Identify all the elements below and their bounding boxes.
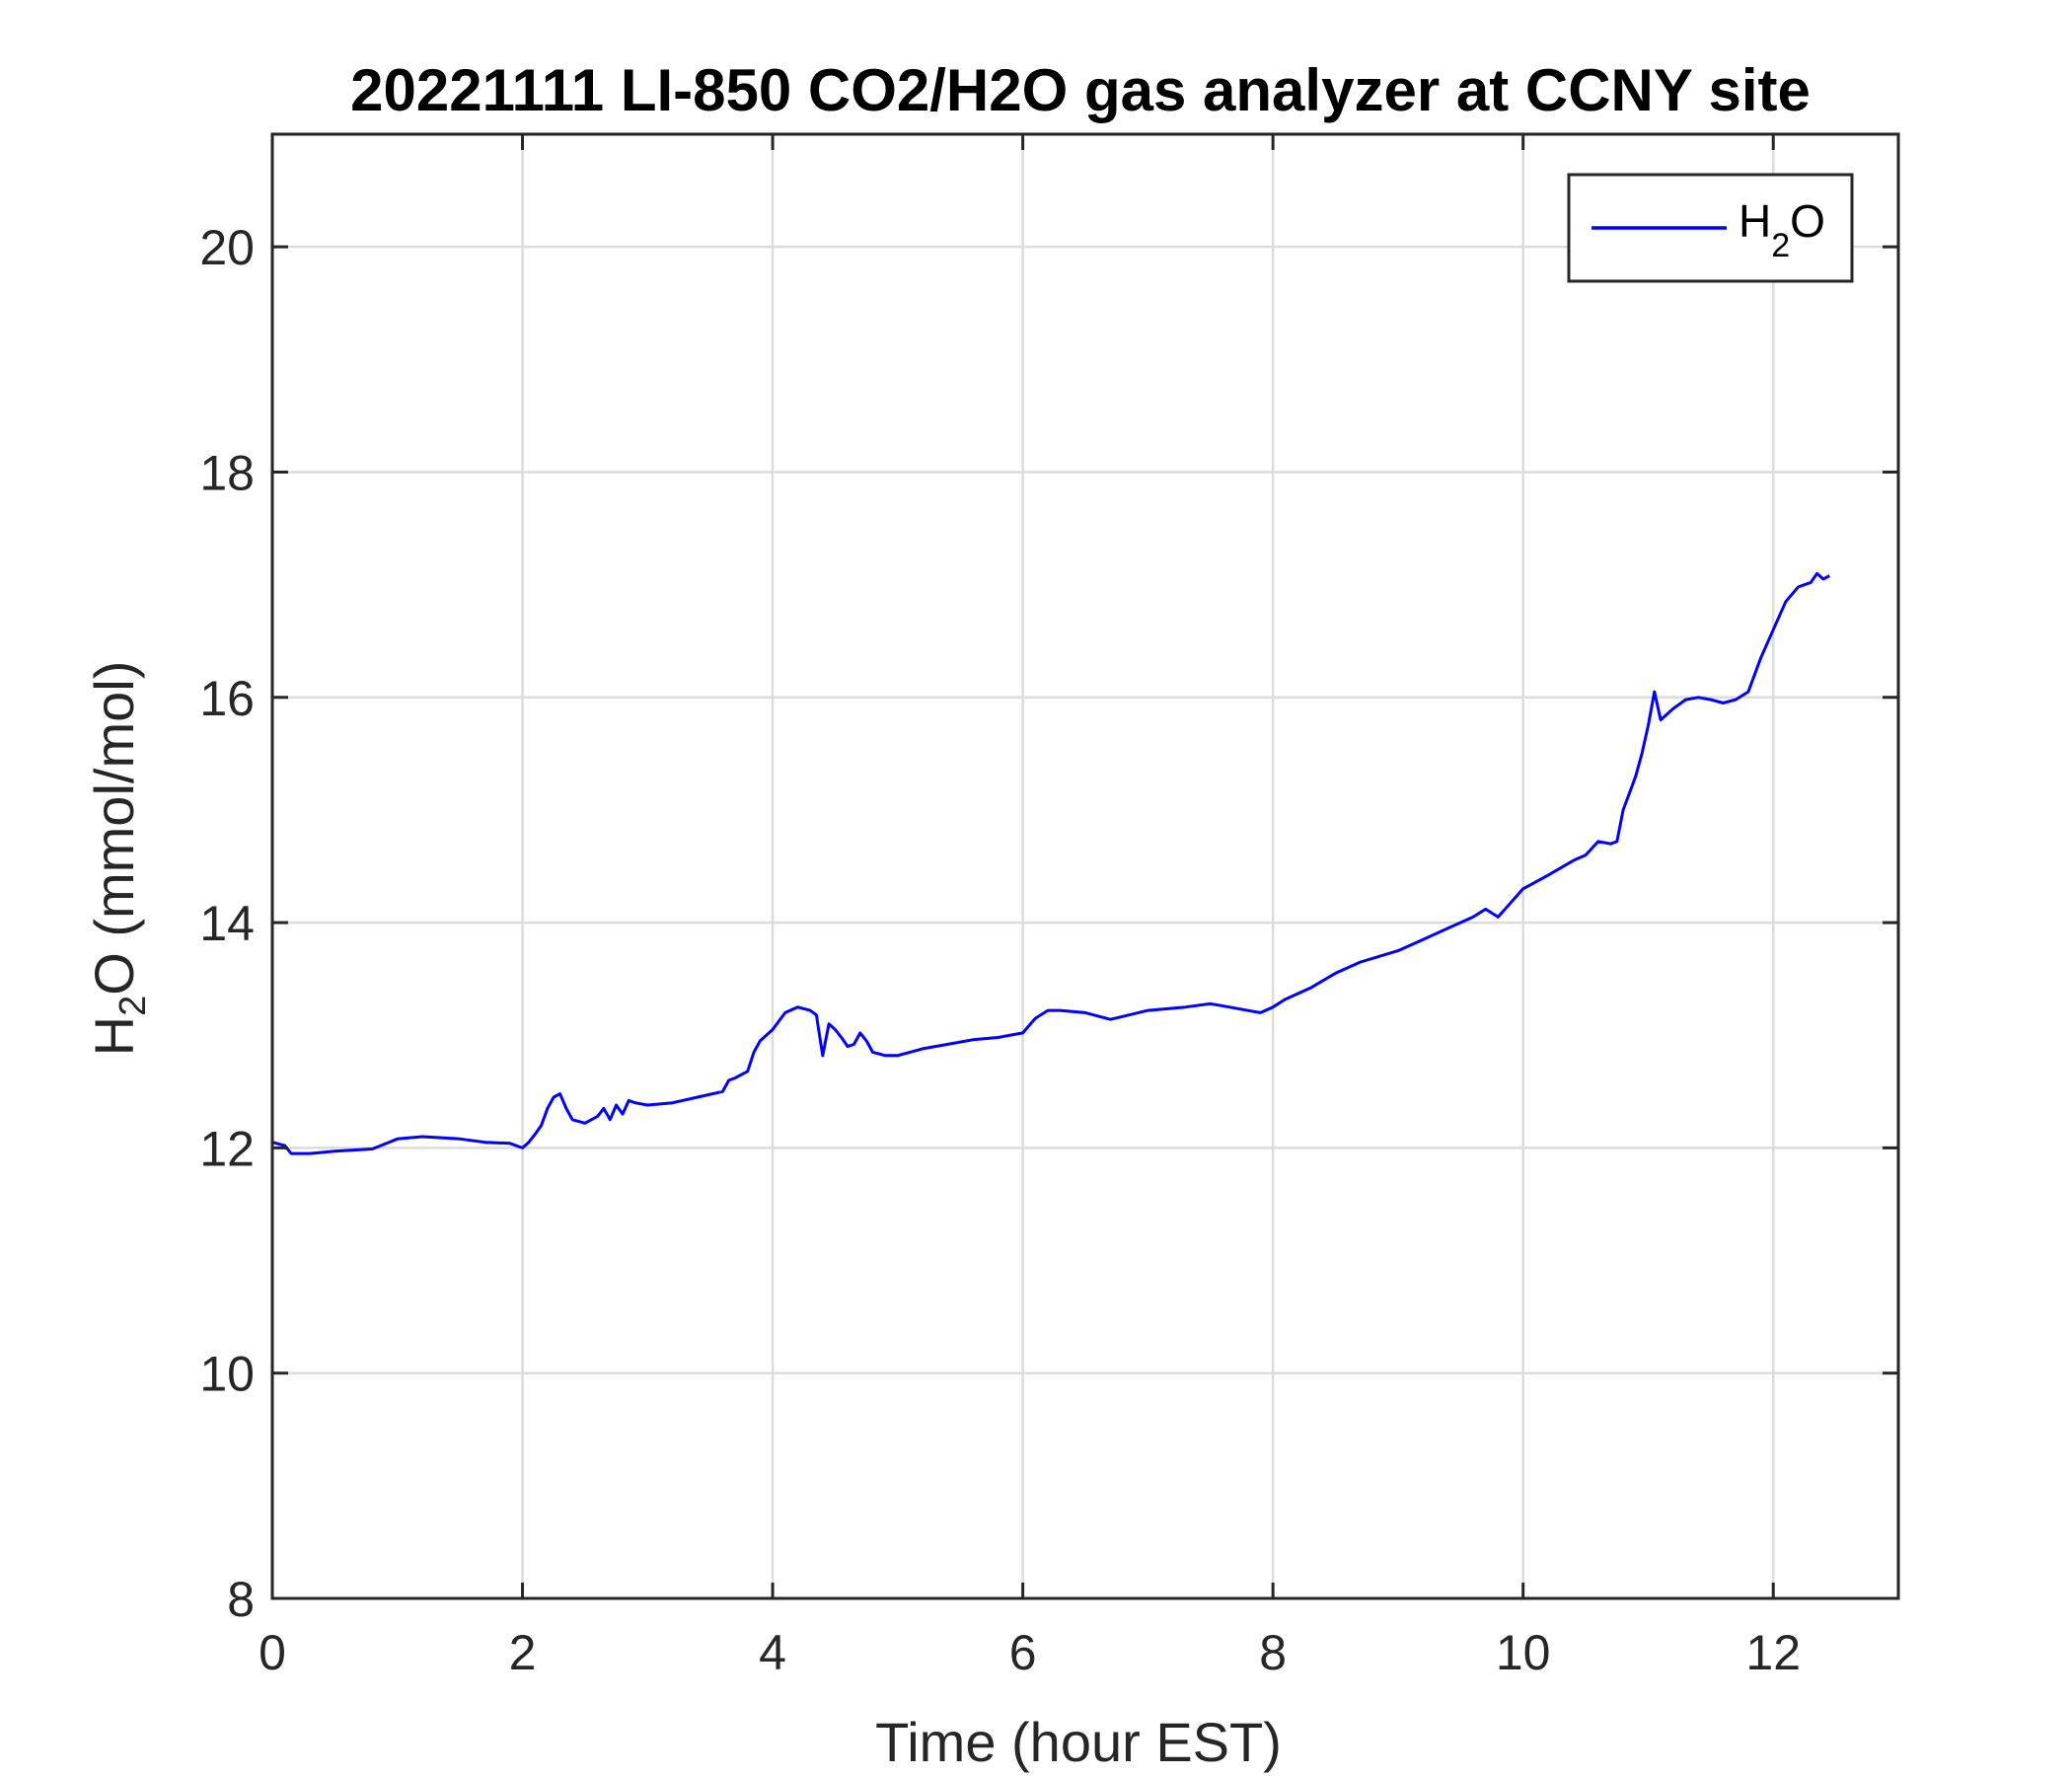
y-axis-label-rest: O (mmol/mol) — [83, 661, 145, 996]
x-tick-label: 0 — [259, 1625, 286, 1680]
y-tick-label: 18 — [199, 445, 255, 500]
series-layer — [271, 571, 1831, 1155]
y-tick-label: 12 — [199, 1121, 255, 1176]
tick-labels: 0 2 4 6 8 10 12 8 10 12 14 16 18 20 — [199, 220, 1801, 1680]
x-tick-label: 8 — [1259, 1625, 1287, 1680]
axes — [270, 132, 1900, 1600]
y-tick-label: 14 — [199, 896, 255, 951]
legend-label: H2O — [1739, 195, 1825, 264]
legend: H2O — [1567, 173, 1854, 283]
y-axis-label: H2O (mmol/mol) — [83, 661, 154, 1057]
x-axis-label: Time (hour EST) — [875, 1711, 1282, 1773]
plot-area-border — [270, 132, 1900, 1600]
grid-lines — [270, 134, 1898, 1600]
series-line-0 — [271, 571, 1831, 1155]
y-tick-label: 8 — [227, 1572, 255, 1627]
x-tick-label: 6 — [1009, 1625, 1037, 1680]
legend-label-subscript: 2 — [1771, 227, 1790, 264]
y-tick-label: 20 — [199, 220, 255, 275]
chart-title: 20221111 LI-850 CO2/H2O gas analyzer at … — [350, 57, 1811, 123]
y-tick-label: 10 — [199, 1347, 255, 1402]
x-tick-label: 2 — [509, 1625, 537, 1680]
y-axis-label-subscript: 2 — [112, 996, 154, 1016]
x-tick-label: 4 — [759, 1625, 786, 1680]
x-tick-label: 12 — [1745, 1625, 1801, 1680]
legend-label-base: H — [1739, 195, 1771, 247]
y-axis-label-base: H — [83, 1016, 145, 1056]
x-tick-label: 10 — [1496, 1625, 1551, 1680]
y-tick-label: 16 — [199, 671, 255, 726]
legend-label-rest: O — [1790, 195, 1825, 247]
